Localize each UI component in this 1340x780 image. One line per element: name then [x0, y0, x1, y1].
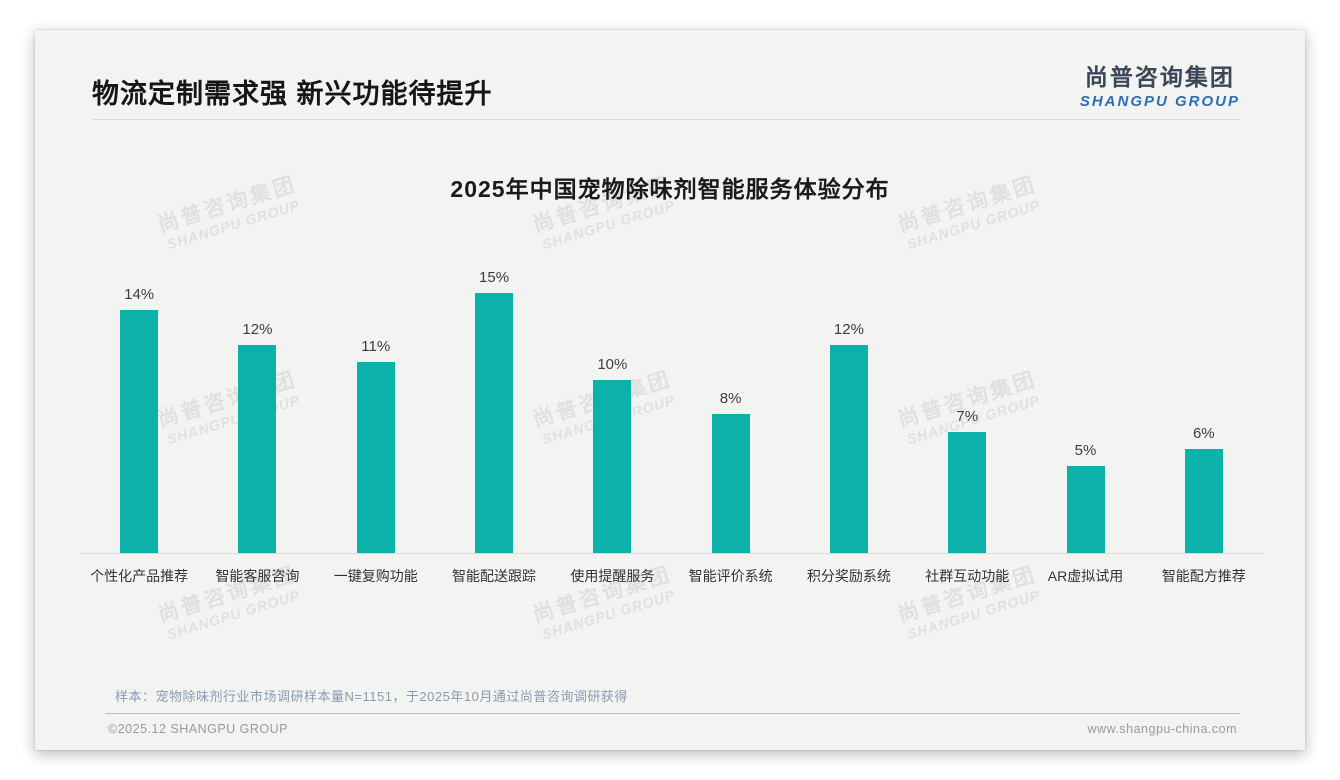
bar-group: 10% 使用提醒服务 — [553, 253, 671, 586]
watermark-english-text: SHANGPU GROUP — [905, 586, 1042, 643]
bar-value-label: 15% — [479, 269, 510, 286]
bar-group: 5% AR虚拟试用 — [1026, 253, 1144, 586]
category-label: 一键复购功能 — [333, 568, 418, 584]
bar — [120, 310, 159, 553]
bar — [948, 432, 987, 553]
category-label: 智能评价系统 — [688, 568, 773, 584]
category-label: 使用提醒服务 — [570, 568, 655, 584]
logo-chinese-text: 尚普咨询集团 — [1084, 64, 1235, 90]
bar-value-label: 6% — [1192, 425, 1215, 442]
category-label: 个性化产品推荐 — [90, 568, 189, 584]
bar-value-label: 12% — [242, 321, 273, 338]
footer-website: www.shangpu-china.com — [1087, 722, 1237, 736]
bar-group: 11% 一键复购功能 — [317, 253, 435, 586]
bar-value-label: 5% — [1074, 442, 1097, 459]
bar — [475, 293, 514, 553]
bar-area: 12% — [829, 253, 868, 553]
company-logo: 尚普咨询集团 SHANGPU GROUP — [1080, 58, 1240, 110]
bar-group: 8% 智能评价系统 — [671, 253, 789, 586]
bar — [711, 414, 750, 553]
bar — [356, 362, 395, 553]
page-title: 物流定制需求强 新兴功能待提升 — [92, 79, 493, 109]
bar-area: 5% — [1066, 253, 1105, 553]
footer-copyright: ©2025.12 SHANGPU GROUP — [108, 722, 288, 736]
sample-note: 样本：宠物除味剂行业市场调研样本量N=1151，于2025年10月通过尚普咨询调… — [115, 689, 628, 704]
bar-value-label: 11% — [361, 338, 391, 355]
category-label: AR虚拟试用 — [1047, 568, 1124, 584]
watermark-english-text: SHANGPU GROUP — [540, 586, 677, 643]
bar-area: 15% — [475, 253, 514, 553]
category-label: 智能配送跟踪 — [452, 568, 537, 584]
bar-value-label: 10% — [597, 356, 628, 373]
bar-group: 6% 智能配方推荐 — [1145, 253, 1263, 586]
bar-area: 8% — [711, 253, 750, 553]
bar-chart: 14% 个性化产品推荐 12% 智能客服咨询 11% 一键复购功能 15% 智能配送跟踪 10%… — [80, 253, 1263, 586]
bar-group: 12% 积分奖励系统 — [790, 253, 908, 586]
bar — [1184, 449, 1223, 553]
footer-divider — [105, 713, 1240, 714]
bar-area: 14% — [120, 253, 159, 553]
bar-group: 15% 智能配送跟踪 — [435, 253, 553, 586]
x-axis-line — [80, 553, 1263, 554]
bar-area: 10% — [593, 253, 632, 553]
bar — [829, 345, 868, 553]
bar-value-label: 8% — [719, 390, 742, 407]
bar-group: 7% 社群互动功能 — [908, 253, 1026, 586]
category-label: 智能配方推荐 — [1161, 568, 1246, 584]
bar-group: 12% 智能客服咨询 — [198, 253, 316, 586]
watermark-english-text: SHANGPU GROUP — [165, 586, 302, 643]
bar-value-label: 7% — [956, 408, 979, 425]
bar — [593, 380, 632, 553]
bar-area: 12% — [238, 253, 277, 553]
bar — [1066, 466, 1105, 553]
bar-area: 6% — [1184, 253, 1223, 553]
bar — [238, 345, 277, 553]
category-label: 社群互动功能 — [925, 568, 1010, 584]
category-label: 积分奖励系统 — [806, 568, 891, 584]
slide: 尚普咨询集团 SHANGPU GROUP 尚普咨询集团 SHANGPU GROUP 尚普… — [35, 30, 1305, 750]
bar-value-label: 12% — [833, 321, 864, 338]
header-divider — [92, 119, 1240, 120]
bar-group: 14% 个性化产品推荐 — [80, 253, 198, 586]
bar-area: 11% — [356, 253, 395, 553]
category-label: 智能客服咨询 — [215, 568, 300, 584]
bar-value-label: 14% — [124, 286, 155, 303]
logo-english-text: SHANGPU GROUP — [1079, 93, 1240, 110]
bar-area: 7% — [948, 253, 987, 553]
chart-title: 2025年中国宠物除味剂智能服务体验分布 — [450, 176, 890, 202]
